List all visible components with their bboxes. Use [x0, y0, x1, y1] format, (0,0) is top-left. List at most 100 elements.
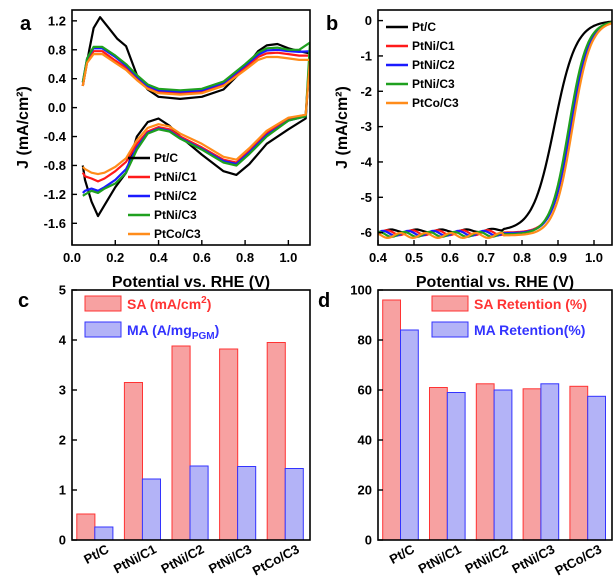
- series-line-ptco-c3: [378, 22, 612, 240]
- series-line-ptni-c1: [378, 21, 612, 237]
- y-tick-label: 3: [59, 383, 66, 398]
- panel-letter-a: a: [20, 13, 32, 35]
- legend-label: Pt/C: [154, 151, 178, 165]
- x-axis-title: Potential vs. RHE (V): [112, 274, 270, 291]
- legend-label: PtNi/C1: [412, 39, 455, 53]
- legend-label: PtCo/C3: [412, 96, 459, 110]
- x-tick-label: 0.9: [549, 250, 567, 265]
- plot-frame: [377, 289, 613, 541]
- bar-sa: [475, 383, 495, 541]
- y-tick-label: 0.0: [48, 100, 66, 115]
- panel-letter-c: c: [18, 290, 29, 312]
- x-tick-label: PtNi/C2: [159, 541, 207, 576]
- y-tick-label: 0.4: [48, 71, 67, 86]
- panel-a: a 0.0 0.2 0.4 0.6 0.8 1.0 1.2 0.8 0.4 0.0 -0.4 -0.8 -…: [15, 9, 311, 291]
- bar-ma: [400, 329, 419, 541]
- y-tick-label: -0.8: [44, 158, 66, 173]
- panel-letter-b: b: [326, 13, 338, 35]
- bar-ma: [540, 383, 560, 541]
- y-tick-label: 1: [59, 483, 66, 498]
- bar-ma: [493, 389, 513, 541]
- x-tick-label: Pt/C: [387, 541, 418, 567]
- legend-label: Pt/C: [412, 20, 436, 34]
- legend-label-sup: 2: [201, 295, 207, 306]
- legend-label-main: SA (mA/cm: [127, 296, 201, 312]
- x-axis-title: Potential vs. RHE (V): [416, 274, 574, 291]
- y-tick-label: 80: [358, 333, 372, 348]
- y-tick-label: -3: [360, 119, 372, 134]
- y-axis-title: J (mA/cm²): [334, 86, 351, 169]
- x-tick-label: 1.0: [279, 250, 297, 265]
- x-tick-label: PtCo/C3: [552, 541, 604, 578]
- y-tick-label: 0.8: [48, 42, 66, 57]
- legend-label: PtNi/C1: [154, 170, 197, 184]
- series-line-ptni-c2: [378, 21, 612, 237]
- legend-label: MA Retention(%): [474, 322, 585, 338]
- x-tick-label: 0.5: [405, 250, 423, 265]
- bar-sa: [219, 348, 239, 541]
- x-tick-label: 1.0: [585, 250, 603, 265]
- x-tick-label: 0.4: [150, 250, 169, 265]
- y-tick-label: 1.2: [48, 13, 66, 28]
- legend-swatch: [84, 321, 122, 338]
- bar-sa: [171, 345, 191, 541]
- y-tick-label: 5: [59, 283, 66, 298]
- legend-swatch: [431, 321, 469, 338]
- bar-sa: [123, 382, 144, 541]
- bar-ma: [284, 468, 304, 541]
- x-tick-label: PtCo/C3: [250, 541, 302, 578]
- legend-label: PtNi/C2: [412, 58, 455, 72]
- legend-label-main: MA Retention(%): [474, 322, 585, 338]
- x-tick-label: PtNi/C3: [509, 541, 557, 576]
- x-tick-label: 0.8: [513, 250, 531, 265]
- x-tick-label: PtNi/C3: [206, 541, 254, 576]
- y-tick-label: 0: [365, 13, 372, 28]
- legend-label: SA (mA/cm2): [127, 295, 211, 312]
- panel-letter-d: d: [318, 290, 330, 312]
- x-tick-label: PtNi/C1: [111, 541, 159, 576]
- x-tick-label: PtNi/C1: [416, 541, 464, 576]
- legend-label-end: ): [215, 322, 220, 338]
- legend-label: SA Retention (%): [474, 296, 587, 312]
- bar-ma: [189, 465, 209, 541]
- legend-label: MA (A/mgPGM): [127, 322, 219, 342]
- y-tick-label: -2: [360, 84, 372, 99]
- plot-frame: [71, 9, 311, 246]
- x-tick-label: PtNi/C2: [463, 541, 511, 576]
- x-tick-label: 0.2: [106, 250, 124, 265]
- legend-swatch: [84, 295, 122, 312]
- legend-label: PtNi/C3: [154, 208, 197, 222]
- legend-label-main: MA (A/mg: [127, 322, 192, 338]
- bar-sa: [522, 388, 542, 541]
- legend-label: PtCo/C3: [154, 227, 201, 241]
- legend-label-main: SA Retention (%): [474, 296, 587, 312]
- x-tick-label: 0.6: [193, 250, 211, 265]
- bar-sa: [429, 387, 448, 541]
- y-tick-label: -4: [360, 154, 372, 169]
- y-tick-label: -0.4: [44, 129, 67, 144]
- y-tick-label: 2: [59, 433, 66, 448]
- y-tick-label: 0: [365, 533, 372, 548]
- y-tick-label: 20: [358, 483, 372, 498]
- legend-swatch: [431, 295, 469, 312]
- series-line-ptni-c1: [81, 50, 310, 183]
- bar-sa: [266, 342, 286, 541]
- x-tick-label: Pt/C: [81, 541, 112, 567]
- x-tick-label: 0.6: [441, 250, 459, 265]
- legend-label: PtNi/C2: [154, 189, 197, 203]
- bar-sa: [569, 385, 589, 541]
- y-tick-label: -1.6: [44, 216, 66, 231]
- series-line-pt-c: [378, 20, 612, 234]
- bar-ma: [446, 392, 466, 541]
- legend-label-end: ): [207, 296, 212, 312]
- panel-b: b 0.4 0.5 0.6 0.7 0.8 0.9 1.0 0 -1 -2 -3 -4 -5 -6 Poten…: [326, 9, 613, 291]
- series-line-ptco-c3: [81, 52, 310, 176]
- legend-label-sub: PGM: [192, 331, 215, 342]
- bar-sa: [382, 299, 402, 541]
- bar-sa: [76, 513, 96, 541]
- y-tick-label: -1: [360, 48, 372, 63]
- y-tick-label: 0: [59, 533, 66, 548]
- x-tick-label: 0.4: [369, 250, 388, 265]
